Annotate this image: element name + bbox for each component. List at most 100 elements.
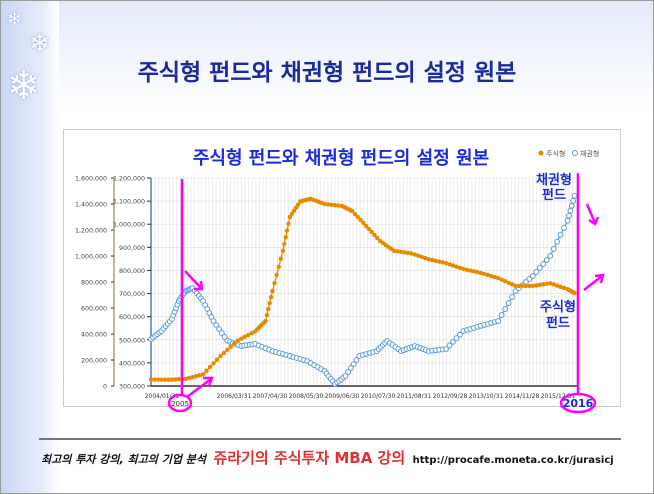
data-point-주식형 <box>200 372 206 377</box>
data-point-채권형 <box>218 330 225 336</box>
data-point-채권형 <box>216 326 222 332</box>
data-point-채권형 <box>566 212 572 219</box>
x-axis-tick-label: 2011/08/31 <box>397 393 432 400</box>
data-point-주식형 <box>429 257 435 263</box>
data-point-주식형 <box>289 211 295 217</box>
data-point-주식형 <box>280 248 286 253</box>
data-point-채권형 <box>568 202 575 209</box>
data-point-주식형 <box>412 252 418 257</box>
data-point-채권형 <box>213 322 220 328</box>
data-point-주식형 <box>454 264 459 269</box>
left-axis-tick-label: 1,400,000 <box>75 202 107 209</box>
left-axis-tick-label: 1,600,000 <box>75 176 107 183</box>
data-point-주식형 <box>293 205 299 210</box>
snowflake-icon: ❄ <box>29 29 51 59</box>
data-point-주식형 <box>402 250 407 255</box>
data-point-주식형 <box>523 283 529 289</box>
data-point-주식형 <box>295 202 301 207</box>
right-axis-tick-label: 300,000 <box>119 384 145 391</box>
data-point-주식형 <box>176 377 181 382</box>
data-point-주식형 <box>391 248 397 253</box>
data-point-주식형 <box>278 256 284 262</box>
data-point-주식형 <box>398 249 404 255</box>
left-axis-tick-label: 600,000 <box>81 306 107 313</box>
data-point-채권형 <box>342 373 349 379</box>
data-point-주식형 <box>148 377 154 382</box>
data-point-채권형 <box>457 331 463 338</box>
data-point-주식형 <box>495 275 501 281</box>
data-point-주식형 <box>232 341 237 346</box>
chart-title: 주식형 펀드와 채권형 펀드의 설정 원본 <box>193 148 489 169</box>
right-axis-tick-label: 700,000 <box>119 291 145 298</box>
data-point-채권형 <box>526 276 533 282</box>
data-point-주식형 <box>464 267 470 272</box>
data-point-주식형 <box>287 214 293 220</box>
data-point-채권형 <box>561 224 568 231</box>
data-point-주식형 <box>548 281 553 286</box>
data-point-주식형 <box>282 241 287 247</box>
data-point-채권형 <box>498 312 505 318</box>
right-axis-tick-label: 1,200,000 <box>113 176 145 183</box>
right-axis-tick-label: 800,000 <box>119 268 145 275</box>
data-point-주식형 <box>267 300 272 306</box>
data-point-주식형 <box>242 334 247 340</box>
data-point-주식형 <box>193 373 199 379</box>
data-point-주식형 <box>530 283 536 289</box>
data-point-채권형 <box>450 338 456 345</box>
data-point-주식형 <box>520 283 525 289</box>
footer-tagline: 최고의 투자 강의, 최고의 기업 분석 <box>41 453 207 466</box>
data-point-주식형 <box>249 331 254 336</box>
data-point-채권형 <box>495 318 502 324</box>
data-point-주식형 <box>541 282 546 287</box>
data-point-주식형 <box>492 274 497 280</box>
left-axis-tick-label: 400,000 <box>81 332 107 339</box>
data-point-주식형 <box>264 312 270 318</box>
year-2005-label: 2005 <box>171 400 189 408</box>
data-point-주식형 <box>246 332 251 338</box>
data-point-채권형 <box>502 306 508 312</box>
data-point-채권형 <box>557 231 564 238</box>
footer-url[interactable]: http://procafe.moneta.co.kr/jurasicj <box>412 455 614 466</box>
x-axis-tick-label: 2010/07/30 <box>361 393 396 400</box>
data-point-주식형 <box>159 377 164 382</box>
data-point-주식형 <box>572 290 577 296</box>
data-point-주식형 <box>506 280 511 285</box>
data-point-주식형 <box>284 228 290 233</box>
data-point-주식형 <box>332 202 338 208</box>
x-axis-tick-label: 2015/12/31 <box>541 393 576 400</box>
legend-marker-bond <box>572 150 578 156</box>
x-axis-tick-label: 2009/06/30 <box>325 393 360 400</box>
data-point-주식형 <box>436 259 442 264</box>
data-point-주식형 <box>513 283 518 289</box>
data-point-주식형 <box>358 217 363 223</box>
data-point-채권형 <box>509 294 515 300</box>
data-point-주식형 <box>361 220 366 226</box>
right-axis-tick-label: 600,000 <box>119 314 145 321</box>
data-point-주식형 <box>162 377 168 382</box>
data-point-주식형 <box>537 282 543 288</box>
x-axis-tick-label: 2014/11/28 <box>505 393 540 400</box>
footer-brand: 쥬라기의 주식투자 MBA 강의 <box>213 449 406 467</box>
data-point-주식형 <box>197 373 202 378</box>
data-point-채권형 <box>529 273 536 279</box>
data-point-주식형 <box>268 294 274 300</box>
header-band <box>1 1 653 111</box>
data-point-주식형 <box>214 357 220 362</box>
left-axis-tick-label: 800,000 <box>81 280 107 287</box>
data-point-주식형 <box>558 284 563 290</box>
data-point-주식형 <box>270 288 275 294</box>
equity-label-2: 펀드 <box>546 315 570 331</box>
data-point-주식형 <box>152 377 157 382</box>
data-point-주식형 <box>166 377 171 382</box>
data-point-주식형 <box>409 251 414 256</box>
data-point-주식형 <box>221 350 227 356</box>
legend-equity: 주식형 <box>546 149 565 158</box>
legend-bond: 채권형 <box>580 149 599 158</box>
data-point-주식형 <box>355 214 361 220</box>
data-point-주식형 <box>276 264 281 270</box>
data-point-주식형 <box>461 266 466 272</box>
circle-2005 <box>167 393 193 413</box>
data-point-주식형 <box>516 283 522 289</box>
data-point-주식형 <box>419 254 424 260</box>
